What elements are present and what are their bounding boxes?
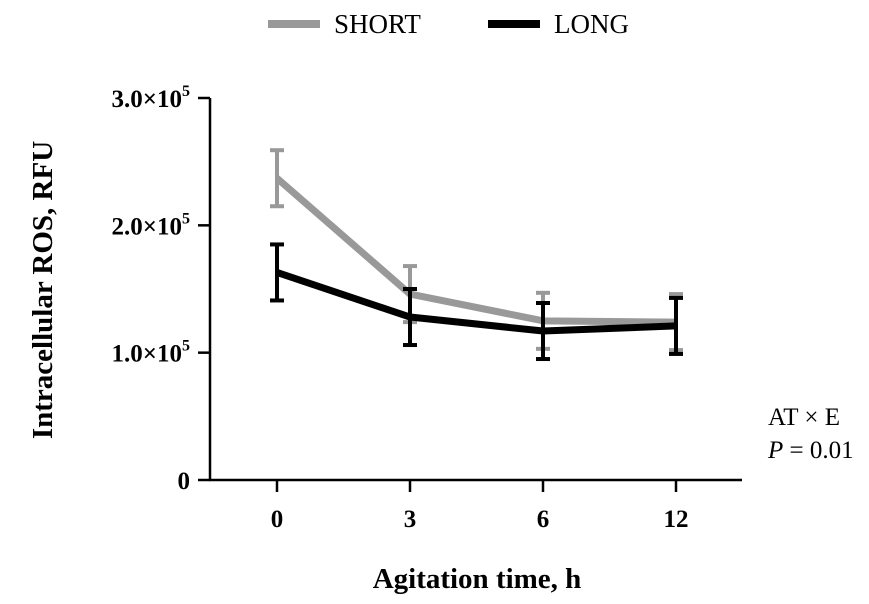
y-tick-exponent-2: 5: [182, 210, 190, 227]
y-tick-label-2: 2.0×105: [112, 210, 191, 240]
y-tick-label-3: 3.0×105: [112, 83, 191, 113]
y-ticks: 0 1.0×105 2.0×105 3.0×105: [112, 83, 211, 495]
legend-label-long: LONG: [554, 9, 629, 39]
series-short: [270, 150, 683, 350]
p-symbol: P: [767, 437, 783, 464]
x-tick-label-1: 3: [404, 506, 417, 533]
y-tick-exponent-3: 5: [182, 83, 190, 100]
x-ticks: 0 3 6 12: [271, 480, 689, 533]
series-layer: [270, 150, 683, 359]
y-axis-label: Intracellular ROS, RFU: [27, 141, 59, 439]
legend-label-short: SHORT: [334, 9, 421, 39]
x-tick-label-3: 12: [664, 506, 689, 533]
annotation-interaction: AT × E: [768, 404, 840, 431]
legend: SHORT LONG: [268, 9, 629, 39]
x-tick-label-0: 0: [271, 506, 284, 533]
series-long: [270, 244, 683, 359]
x-axis-label: Agitation time, h: [373, 563, 582, 595]
y-tick-label-0: 0: [178, 468, 191, 495]
y-tick-label-1: 1.0×105: [112, 338, 191, 368]
y-tick-exponent-1: 5: [182, 338, 190, 355]
annotation-p-value: P = 0.01: [767, 437, 854, 464]
series-line-short: [277, 178, 676, 322]
axes: [209, 98, 742, 481]
p-value-text: = 0.01: [783, 437, 853, 464]
x-tick-label-2: 6: [537, 506, 550, 533]
